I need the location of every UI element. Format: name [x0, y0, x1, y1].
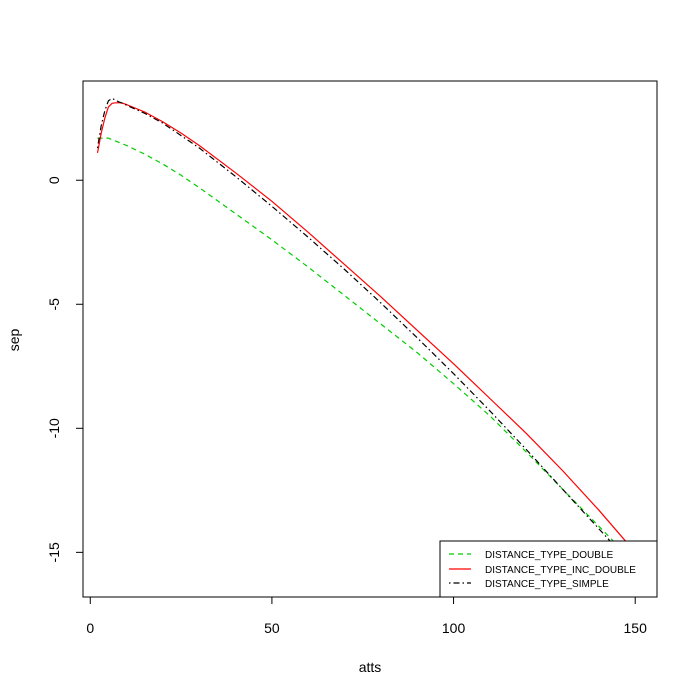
- series-layer: [96, 97, 636, 569]
- legend-label-1: DISTANCE_TYPE_INC_DOUBLE: [485, 565, 636, 576]
- series-line-2: [96, 97, 636, 569]
- legend-label-0: DISTANCE_TYPE_DOUBLE: [485, 550, 614, 561]
- y-tick-label-1: -5: [46, 298, 62, 311]
- y-tick-label-2: -10: [46, 418, 62, 438]
- x-tick-label-2: 100: [442, 620, 466, 636]
- series-line-0: [97, 137, 636, 564]
- x-tick-label-0: 0: [86, 620, 94, 636]
- legend-label-2: DISTANCE_TYPE_SIMPLE: [485, 579, 609, 590]
- y-tick-label-3: -15: [46, 542, 62, 562]
- x-axis: 0 50 100 150: [86, 596, 648, 636]
- x-axis-title: atts: [359, 659, 382, 675]
- x-tick-label-3: 150: [624, 620, 648, 636]
- y-axis: 0 -5 -10 -15: [46, 176, 84, 562]
- y-tick-label-0: 0: [46, 176, 62, 184]
- plot-frame: [82, 80, 658, 598]
- legend-box: [439, 540, 658, 598]
- series-line-1: [96, 101, 636, 553]
- y-axis-title: sep: [6, 329, 22, 352]
- x-tick-label-1: 50: [264, 620, 280, 636]
- legend: DISTANCE_TYPE_DOUBLE DISTANCE_TYPE_INC_DO…: [439, 540, 658, 598]
